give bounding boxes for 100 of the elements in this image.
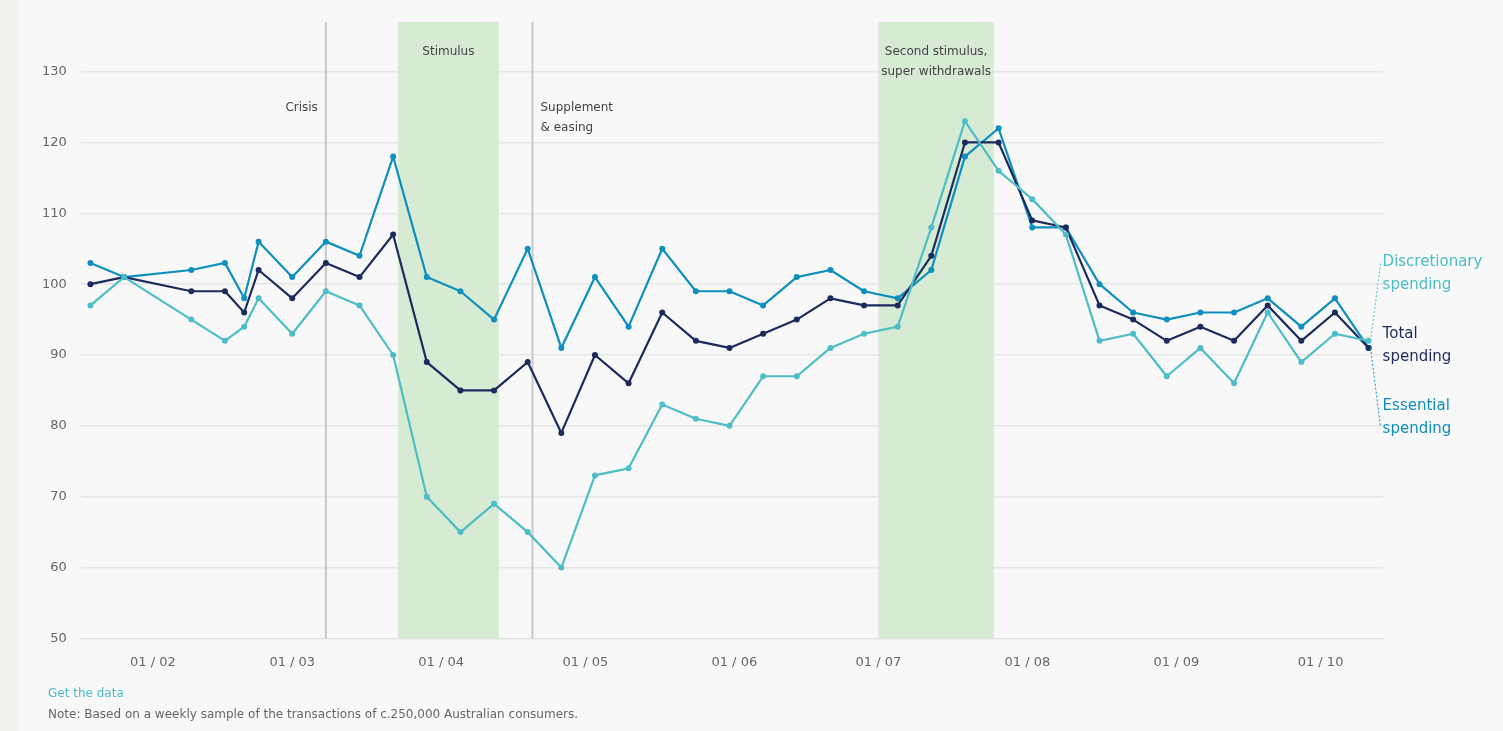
point xyxy=(322,259,329,266)
point xyxy=(255,266,262,273)
point xyxy=(322,288,329,295)
point xyxy=(188,316,195,323)
point xyxy=(1130,316,1137,323)
point xyxy=(188,266,195,273)
point xyxy=(995,125,1002,132)
point xyxy=(1197,323,1204,330)
y-tick-label: 110 xyxy=(41,204,67,220)
point xyxy=(457,387,464,394)
point xyxy=(861,302,868,309)
point xyxy=(356,252,363,259)
point xyxy=(928,266,935,273)
point xyxy=(87,302,94,309)
point xyxy=(1231,337,1238,344)
point xyxy=(558,344,565,351)
point xyxy=(692,337,699,344)
point xyxy=(692,288,699,295)
point xyxy=(241,309,248,316)
text: Get the data xyxy=(48,685,125,702)
text: Note: Based on a weekly sample of the transactions of c.250,000 Australian consumers. xyxy=(48,706,579,723)
point xyxy=(1130,330,1137,337)
point xyxy=(87,259,94,266)
point xyxy=(390,352,397,358)
point xyxy=(1365,337,1372,344)
point xyxy=(861,330,868,337)
point xyxy=(524,359,531,366)
point xyxy=(1231,380,1238,387)
point xyxy=(760,330,767,337)
point xyxy=(961,118,968,125)
point xyxy=(1264,295,1271,302)
y-tick-label: 130 xyxy=(41,62,67,78)
point xyxy=(322,238,329,245)
band-label: Second stimulus, super withdrawals xyxy=(881,44,991,79)
point xyxy=(221,337,228,344)
point xyxy=(760,373,767,380)
point xyxy=(1298,337,1305,344)
point xyxy=(591,472,598,479)
point xyxy=(659,309,666,316)
point xyxy=(87,281,94,288)
point xyxy=(625,465,632,472)
point xyxy=(558,429,565,436)
point xyxy=(827,266,834,273)
point xyxy=(995,167,1002,174)
ref-line-label: Crisis xyxy=(285,100,318,115)
point xyxy=(423,493,430,500)
point xyxy=(255,238,262,245)
point xyxy=(1163,316,1170,323)
point xyxy=(726,422,733,429)
point xyxy=(457,529,464,536)
point xyxy=(221,259,228,266)
point xyxy=(255,295,262,302)
point xyxy=(726,288,733,295)
y-tick-label: 90 xyxy=(50,346,67,362)
point xyxy=(760,302,767,309)
point xyxy=(1264,309,1271,316)
point xyxy=(861,288,868,295)
point xyxy=(1130,309,1137,316)
x-tick-label: 01 / 05 xyxy=(562,653,609,669)
ref-line-label: Supplement & easing xyxy=(540,100,614,135)
point xyxy=(894,323,901,330)
point xyxy=(928,252,935,259)
point xyxy=(289,330,296,337)
point xyxy=(558,564,565,571)
point xyxy=(1029,224,1036,231)
point xyxy=(423,274,430,281)
point xyxy=(491,387,498,394)
point xyxy=(894,295,901,302)
point xyxy=(827,295,834,302)
point xyxy=(1331,295,1338,302)
y-tick-label: 100 xyxy=(41,275,67,291)
point xyxy=(390,153,397,160)
x-tick-label: 01 / 06 xyxy=(711,653,758,669)
point xyxy=(793,316,800,323)
point xyxy=(1331,309,1338,316)
point xyxy=(591,352,598,358)
x-tick-label: 01 / 04 xyxy=(418,653,465,669)
x-tick-label: 01 / 09 xyxy=(1153,653,1200,669)
point xyxy=(961,153,968,160)
point xyxy=(928,224,935,231)
point xyxy=(356,274,363,281)
text: Discretionary spending xyxy=(1382,251,1483,293)
point xyxy=(1096,302,1103,309)
point xyxy=(1298,323,1305,330)
x-tick-label: 01 / 08 xyxy=(1004,653,1051,669)
series-label: Total spending xyxy=(1381,323,1452,365)
point xyxy=(1264,302,1271,309)
point xyxy=(188,288,195,295)
point xyxy=(1096,281,1103,288)
point xyxy=(625,323,632,330)
point xyxy=(356,302,363,309)
y-tick-label: 120 xyxy=(41,133,67,149)
point xyxy=(1163,373,1170,380)
point xyxy=(1029,217,1036,224)
point xyxy=(1096,337,1103,344)
point xyxy=(457,288,464,295)
point xyxy=(659,245,666,252)
point xyxy=(423,359,430,366)
point xyxy=(692,415,699,422)
point xyxy=(827,344,834,351)
